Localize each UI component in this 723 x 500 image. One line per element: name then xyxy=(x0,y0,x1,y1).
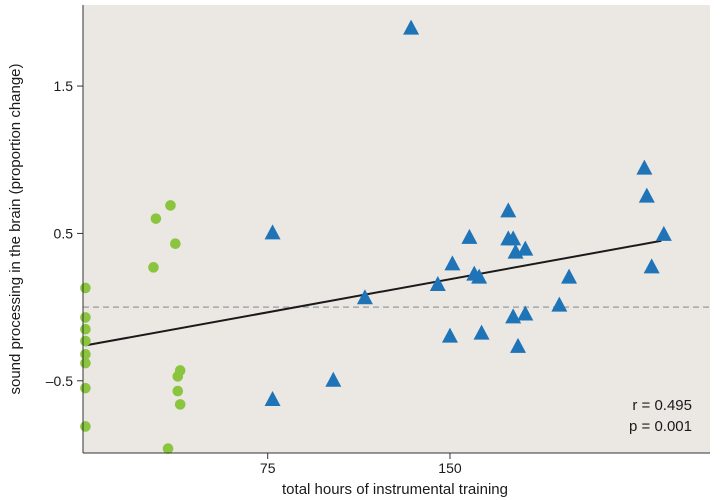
data-point-circle xyxy=(162,443,174,454)
data-point-triangle xyxy=(655,225,672,241)
data-point-triangle xyxy=(356,289,373,305)
data-point-circle xyxy=(80,335,91,347)
data-point-triangle xyxy=(325,371,342,387)
data-point-triangle xyxy=(403,19,420,35)
data-point-circle xyxy=(174,399,186,410)
x-tick-label: 150 xyxy=(438,460,462,476)
trend-line xyxy=(85,239,662,347)
data-point-triangle xyxy=(643,258,660,274)
y-axis-ticks: 1.5 0.5 –0.5 xyxy=(46,78,83,389)
data-point-circle xyxy=(148,262,159,273)
data-point-circle xyxy=(80,282,91,294)
data-point-circle xyxy=(165,200,176,211)
x-tick-label: 75 xyxy=(260,460,276,476)
data-point-circle xyxy=(80,382,91,394)
y-tick-label: 1.5 xyxy=(54,78,74,94)
data-point-triangle xyxy=(471,268,488,284)
data-point-triangle xyxy=(505,308,522,324)
data-point-triangle xyxy=(517,240,534,256)
data-point-triangle xyxy=(441,327,458,343)
data-point-circle xyxy=(170,238,181,250)
data-point-triangle xyxy=(636,159,653,175)
data-point-triangle xyxy=(264,390,281,406)
data-point-triangle xyxy=(444,255,461,271)
data-point-triangle xyxy=(505,230,522,246)
y-axis-label: sound processing in the brain (proportio… xyxy=(7,63,24,394)
data-point-triangle xyxy=(510,337,527,353)
data-point-circle xyxy=(80,323,91,335)
data-point-triangle xyxy=(561,268,578,284)
data-point-triangle xyxy=(429,276,446,291)
data-point-circle xyxy=(80,312,91,323)
p-value: p = 0.001 xyxy=(629,418,692,435)
y-tick-label: –0.5 xyxy=(46,373,73,389)
data-point-triangle xyxy=(461,228,478,244)
data-point-triangle xyxy=(473,324,490,340)
data-point-triangle xyxy=(264,224,281,240)
correlation-r: r = 0.495 xyxy=(632,397,692,414)
data-point-triangle xyxy=(517,305,534,321)
data-point-circle xyxy=(172,385,184,397)
data-point-circle xyxy=(80,421,91,432)
x-axis-ticks: 75 150 xyxy=(260,453,462,476)
data-point-triangle xyxy=(551,296,568,312)
data-point-circle xyxy=(174,365,186,376)
data-point-circle xyxy=(80,357,91,369)
data-point-circle xyxy=(150,213,162,224)
plot-area xyxy=(83,5,710,453)
x-axis-label: total hours of instrumental training xyxy=(282,481,508,498)
data-point-triangle xyxy=(500,202,517,218)
data-point-triangle xyxy=(638,187,655,203)
y-tick-label: 0.5 xyxy=(54,225,74,241)
